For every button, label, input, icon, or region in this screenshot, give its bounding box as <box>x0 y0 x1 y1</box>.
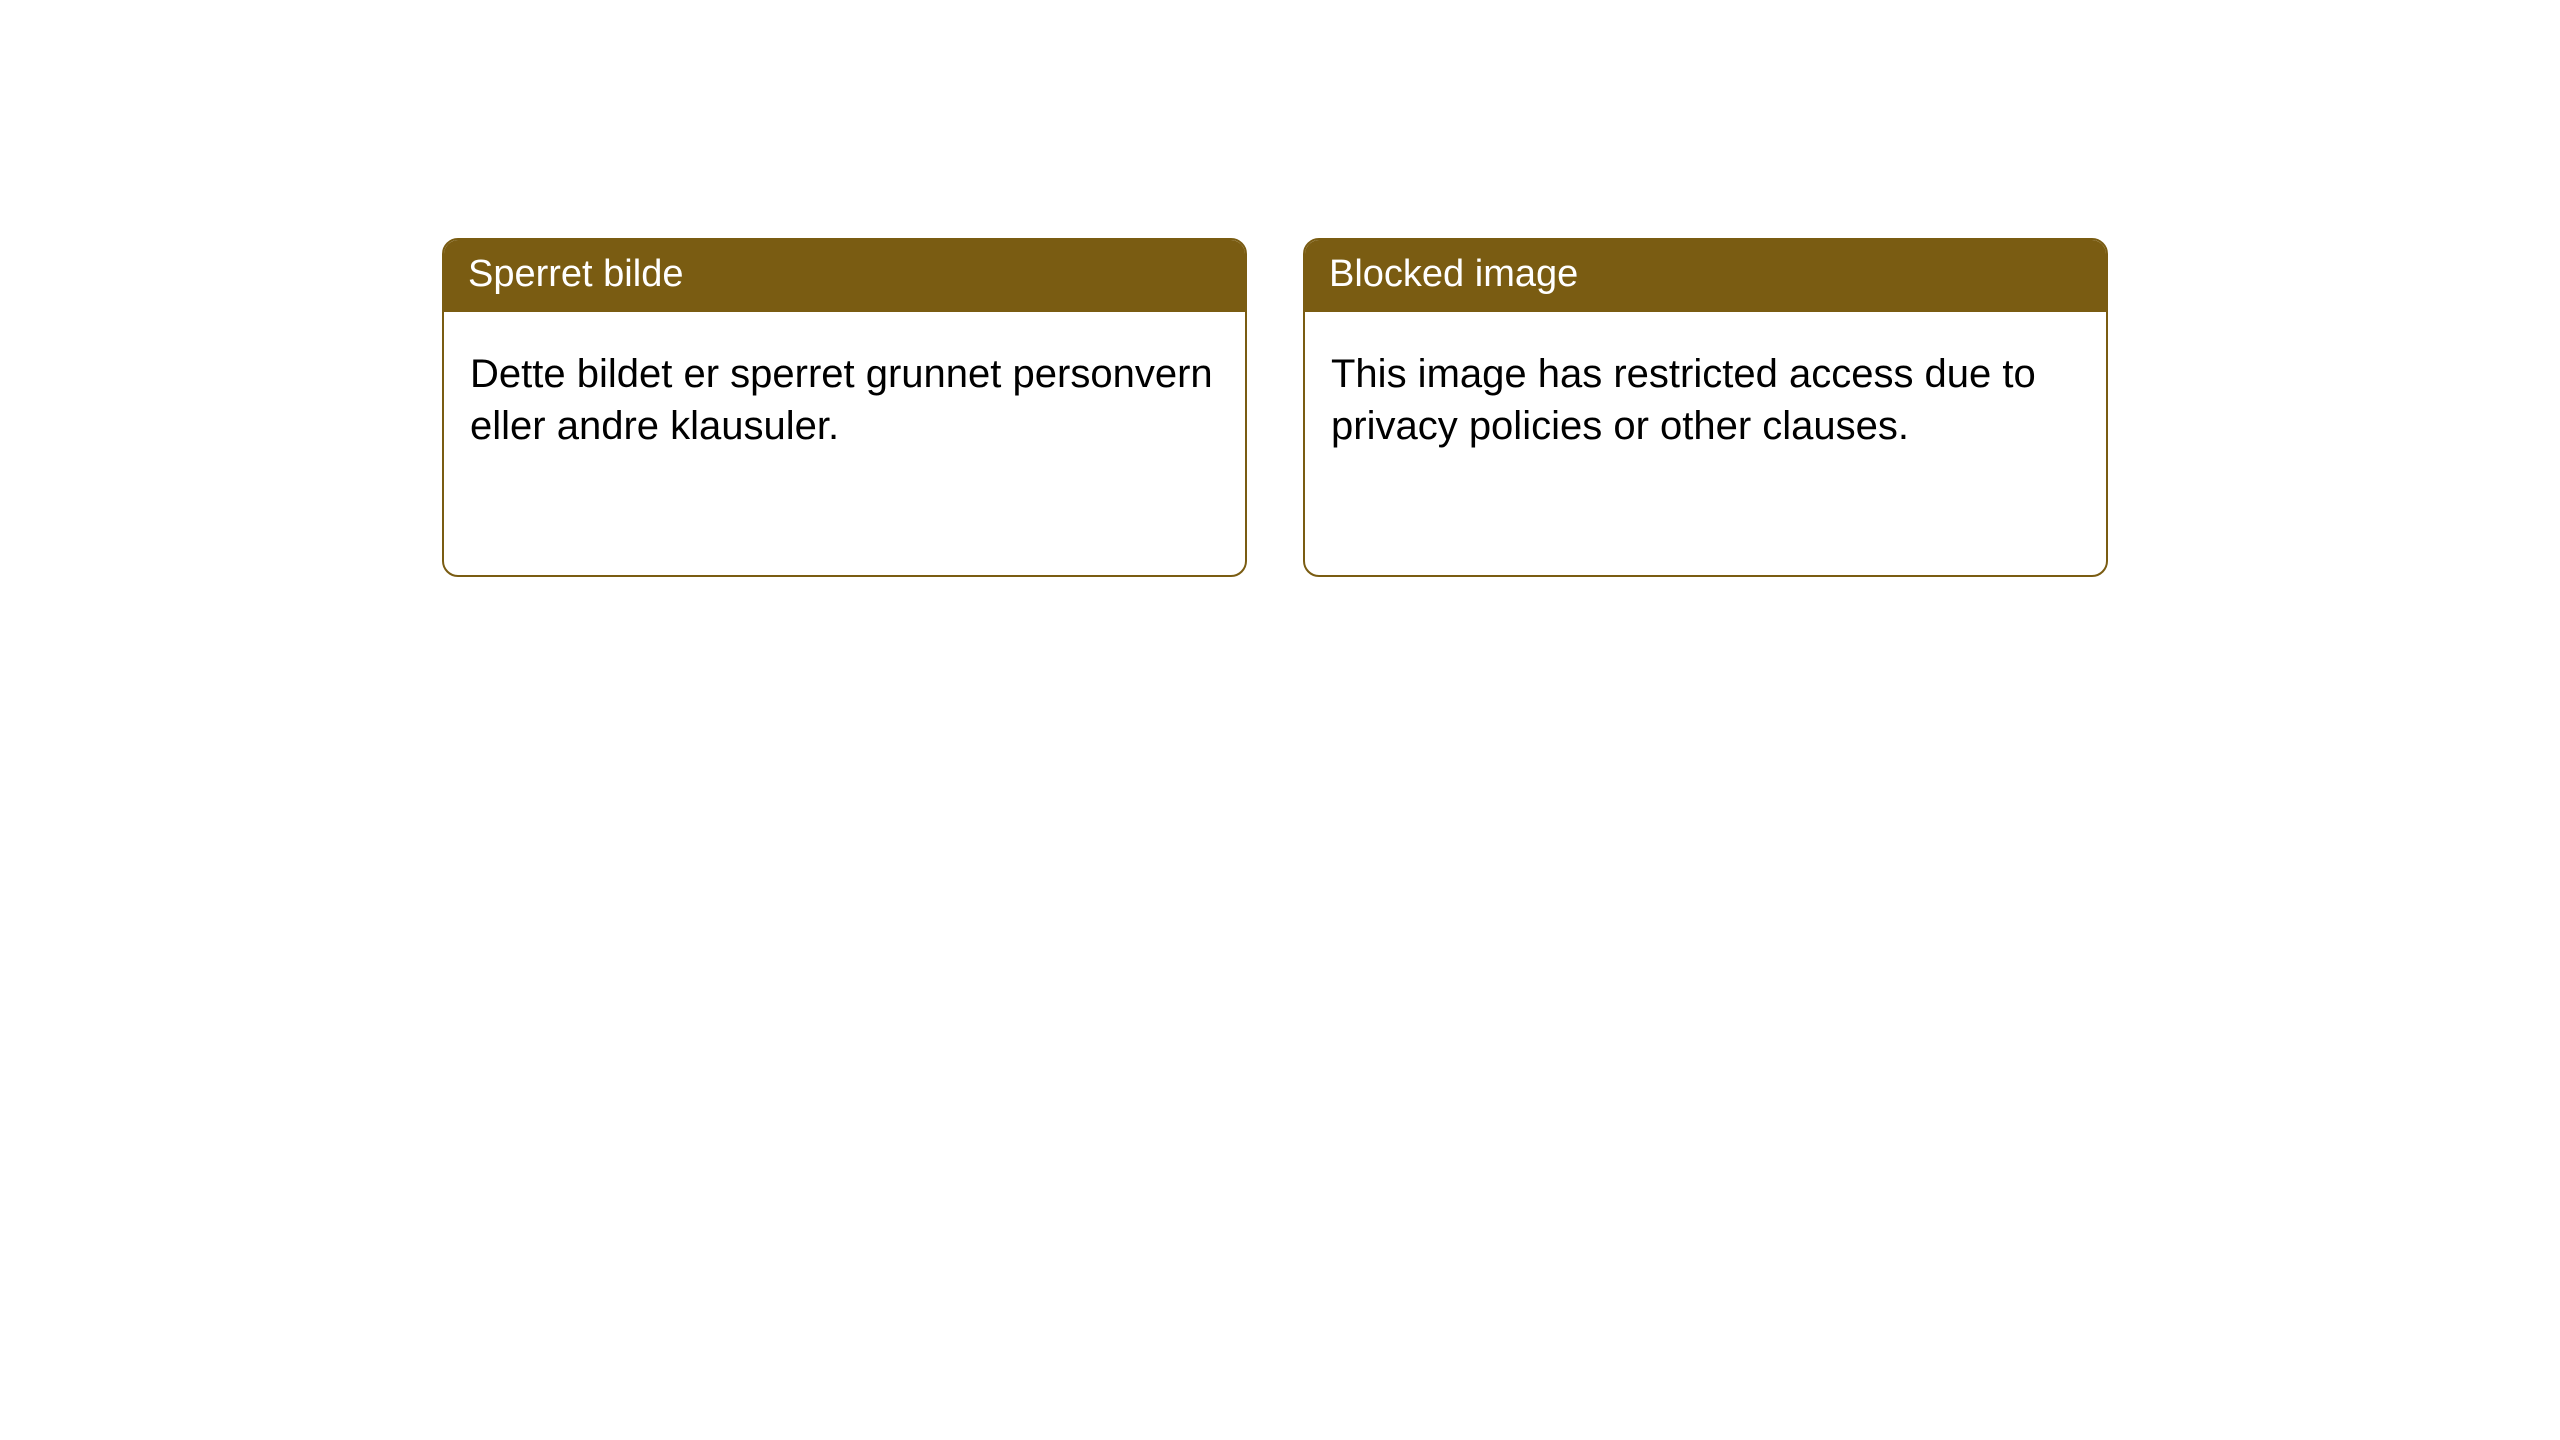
card-header: Blocked image <box>1305 240 2106 312</box>
card-body: This image has restricted access due to … <box>1305 312 2106 480</box>
card-header: Sperret bilde <box>444 240 1245 312</box>
notice-card-english: Blocked image This image has restricted … <box>1303 238 2108 577</box>
notice-card-norwegian: Sperret bilde Dette bildet er sperret gr… <box>442 238 1247 577</box>
card-body: Dette bildet er sperret grunnet personve… <box>444 312 1245 480</box>
notice-container: Sperret bilde Dette bildet er sperret gr… <box>0 0 2560 577</box>
